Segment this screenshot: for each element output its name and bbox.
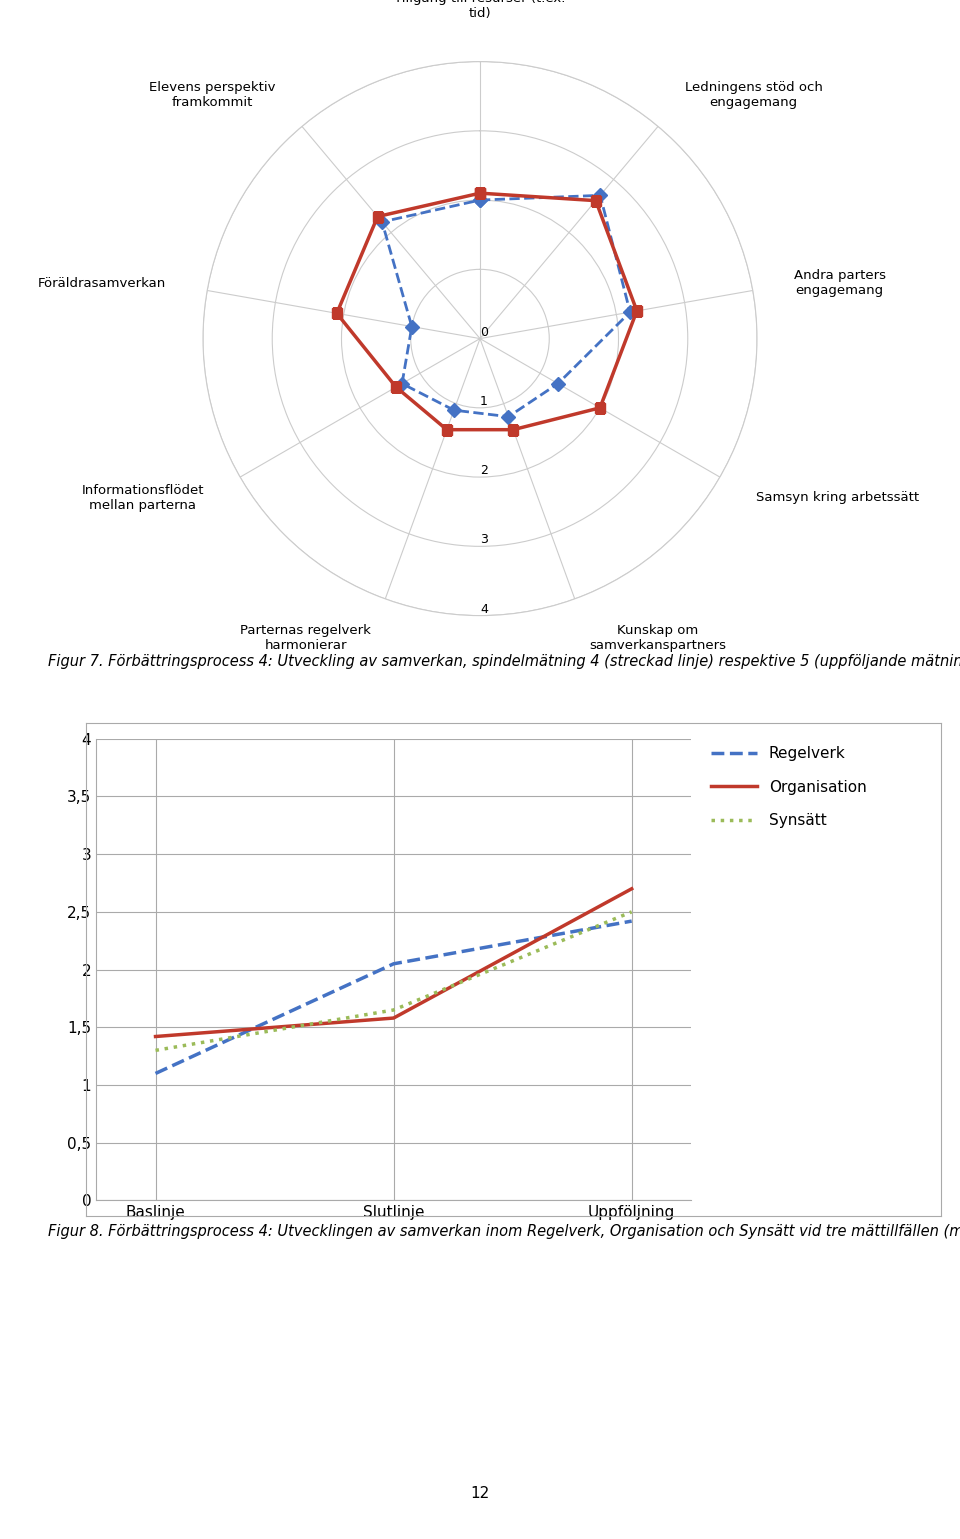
Text: Samsyn kring arbetssätt: Samsyn kring arbetssätt xyxy=(756,491,919,505)
Text: Ledningens stöd och
engagemang: Ledningens stöd och engagemang xyxy=(684,80,823,109)
Text: Andra parters
engagemang: Andra parters engagemang xyxy=(794,269,886,297)
Text: Informationsflödet
mellan parterna: Informationsflödet mellan parterna xyxy=(82,483,204,512)
Legend: Regelverk, Organisation, Synsätt: Regelverk, Organisation, Synsätt xyxy=(710,746,867,828)
Text: Elevens perspektiv
framkommit: Elevens perspektiv framkommit xyxy=(149,80,276,109)
Text: Figur 8. Förbättringsprocess 4: Utvecklingen av samverkan inom Regelverk, Organi: Figur 8. Förbättringsprocess 4: Utveckli… xyxy=(48,1224,960,1239)
Text: Figur 7. Förbättringsprocess 4: Utveckling av samverkan, spindelmätning 4 (strec: Figur 7. Förbättringsprocess 4: Utveckli… xyxy=(48,654,960,669)
Text: Tillgång till resurser (t.ex.
tid): Tillgång till resurser (t.ex. tid) xyxy=(395,0,565,20)
Text: Kunskap om
samverkanspartners: Kunskap om samverkanspartners xyxy=(588,623,726,653)
Text: Föräldrasamverkan: Föräldrasamverkan xyxy=(38,277,166,289)
Text: Parternas regelverk
harmonierar: Parternas regelverk harmonierar xyxy=(240,623,372,653)
Text: 12: 12 xyxy=(470,1485,490,1501)
